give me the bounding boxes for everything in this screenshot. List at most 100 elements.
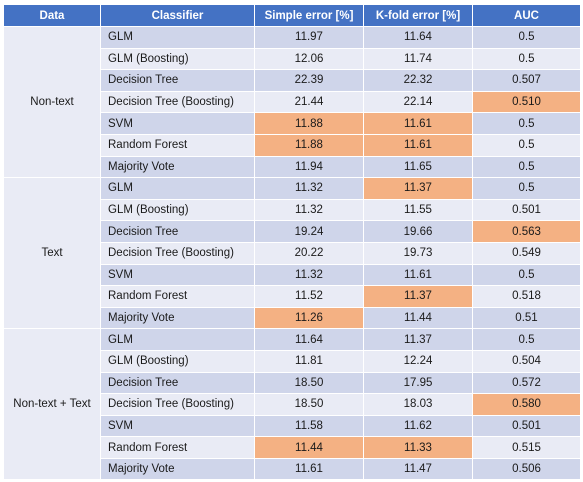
kfold-error-cell: 11.61 [363,133,473,157]
kfold-error-cell: 11.64 [363,26,473,49]
simple-error-cell: 11.52 [254,285,364,308]
classifier-cell: GLM (Boosting) [100,47,255,71]
simple-error-cell: 11.88 [254,112,364,135]
simple-error-cell: 18.50 [254,371,364,395]
classifier-cell: SVM [100,112,255,135]
classifier-cell: Decision Tree (Boosting) [100,393,255,416]
simple-error-cell: 18.50 [254,393,364,416]
auc-cell: 0.518 [472,285,581,308]
kfold-error-cell: 12.24 [363,349,473,373]
simple-error-cell: 11.26 [254,306,364,330]
simple-error-cell: 11.64 [254,328,364,351]
auc-cell: 0.5 [472,47,581,71]
table-row: Majority Vote 11.94 11.65 0.5 [4,155,581,179]
kfold-error-cell: 17.95 [363,371,473,395]
auc-cell: 0.51 [472,306,581,330]
results-table-container: Data Classifier Simple error [%] K-fold … [3,4,581,481]
simple-error-cell: 11.94 [254,155,364,179]
simple-error-cell: 11.61 [254,457,364,481]
classifier-cell: SVM [100,414,255,438]
kfold-error-cell: 11.65 [363,155,473,179]
header-auc: AUC [472,4,581,27]
simple-error-cell: 11.97 [254,26,364,49]
classifier-cell: Decision Tree [100,220,255,243]
auc-cell: 0.5 [472,155,581,179]
simple-error-cell: 11.32 [254,263,364,287]
table-row: Decision Tree 18.50 17.95 0.572 [4,371,581,395]
header-data: Data [3,4,101,27]
header-simple-error: Simple error [%] [254,4,364,27]
table-row: SVM 11.32 11.61 0.5 [4,263,581,287]
classifier-cell: Random Forest [100,133,255,157]
kfold-error-cell: 11.55 [363,198,473,222]
classifier-cell: GLM [100,177,255,200]
classifier-cell: Random Forest [100,436,255,459]
kfold-error-cell: 11.62 [363,414,473,438]
auc-cell: 0.501 [472,414,581,438]
kfold-error-cell: 11.37 [363,328,473,351]
classifier-cell: SVM [100,263,255,287]
table-body: Non-text GLM 11.97 11.64 0.5 GLM (Boosting) 12… [3,25,581,481]
kfold-error-cell: 11.47 [363,457,473,481]
group-label: Text [3,177,101,330]
kfold-error-cell: 22.14 [363,90,473,114]
auc-cell: 0.5 [472,328,581,351]
simple-error-cell: 11.88 [254,133,364,157]
group-label: Non-text [3,25,101,179]
group-label: Non-text + Text [3,328,101,481]
classifier-cell: Majority Vote [100,306,255,330]
header-row: Data Classifier Simple error [%] K-fold … [3,4,581,27]
kfold-error-cell: 11.37 [363,285,473,308]
auc-cell: 0.5 [472,263,581,287]
table-header: Data Classifier Simple error [%] K-fold … [3,4,581,27]
classifier-cell: GLM [100,26,255,49]
auc-cell: 0.549 [472,241,581,265]
table-row: SVM 11.88 11.61 0.5 [4,112,581,135]
table-row: Decision Tree 19.24 19.66 0.563 [4,220,581,243]
kfold-error-cell: 11.44 [363,306,473,330]
kfold-error-cell: 11.61 [363,263,473,287]
classifier-cell: Decision Tree (Boosting) [100,241,255,265]
kfold-error-cell: 11.74 [363,47,473,71]
auc-cell: 0.572 [472,371,581,395]
header-classifier: Classifier [100,4,255,27]
kfold-error-cell: 11.37 [363,177,473,200]
kfold-error-cell: 11.33 [363,436,473,459]
simple-error-cell: 22.39 [254,69,364,92]
simple-error-cell: 11.44 [254,436,364,459]
table-row: GLM (Boosting) 11.81 12.24 0.504 [4,349,581,373]
header-kfold-error: K-fold error [%] [363,4,473,27]
auc-cell: 0.563 [472,220,581,243]
classifier-cell: Decision Tree [100,371,255,395]
kfold-error-cell: 18.03 [363,393,473,416]
simple-error-cell: 21.44 [254,90,364,114]
kfold-error-cell: 22.32 [363,69,473,92]
table-row: Random Forest 11.88 11.61 0.5 [4,133,581,157]
classifier-cell: GLM (Boosting) [100,349,255,373]
auc-cell: 0.507 [472,69,581,92]
kfold-error-cell: 19.73 [363,241,473,265]
auc-cell: 0.5 [472,133,581,157]
table-row: Random Forest 11.44 11.33 0.515 [4,436,581,459]
simple-error-cell: 11.32 [254,198,364,222]
table-row: Random Forest 11.52 11.37 0.518 [4,285,581,308]
simple-error-cell: 12.06 [254,47,364,71]
table-row: Majority Vote 11.61 11.47 0.506 [4,457,581,481]
table-row: Decision Tree (Boosting) 18.50 18.03 0.580 [4,393,581,416]
auc-cell: 0.5 [472,177,581,200]
results-table: Data Classifier Simple error [%] K-fold … [3,4,581,481]
auc-cell: 0.504 [472,349,581,373]
kfold-error-cell: 11.61 [363,112,473,135]
classifier-cell: Majority Vote [100,457,255,481]
table-row: Non-text GLM 11.97 11.64 0.5 [3,25,581,179]
table-row: Decision Tree (Boosting) 20.22 19.73 0.549 [4,241,581,265]
auc-cell: 0.580 [472,393,581,416]
auc-cell: 0.515 [472,436,581,459]
classifier-cell: GLM (Boosting) [100,198,255,222]
classifier-cell: Majority Vote [100,155,255,179]
simple-error-cell: 11.32 [254,177,364,200]
auc-cell: 0.510 [472,90,581,114]
auc-cell: 0.501 [472,198,581,222]
table-row: Non-text + Text GLM 11.64 11.37 0.5 [3,328,581,481]
simple-error-cell: 19.24 [254,220,364,243]
